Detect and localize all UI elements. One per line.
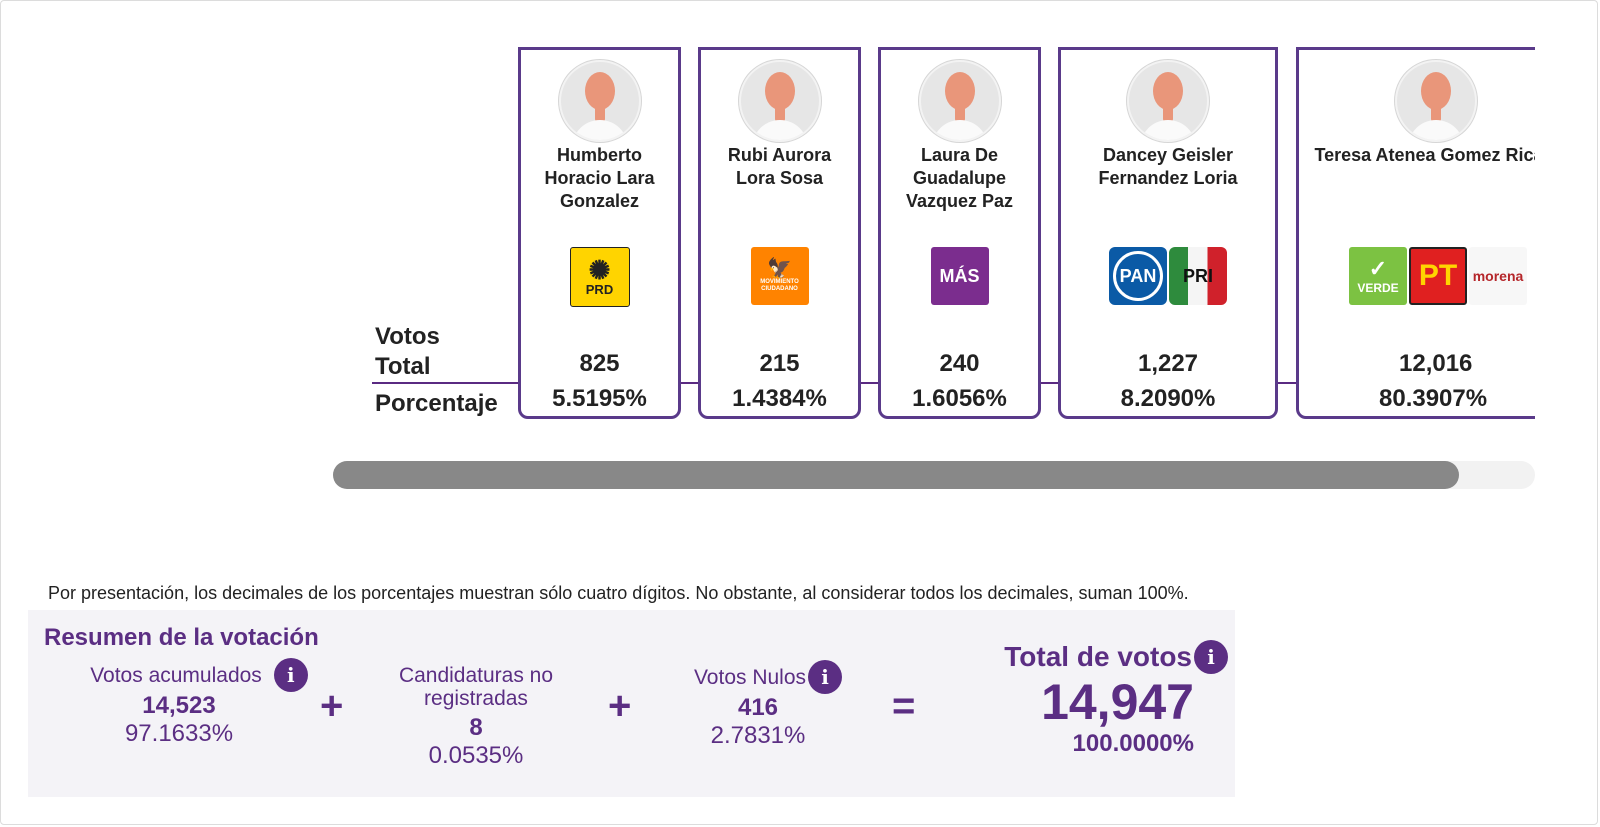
candidate-percentage: 1.4384% (732, 385, 827, 412)
candidate-card: Teresa Atenea Gomez Ricalde ✓ VERDE PT m… (1296, 47, 1570, 419)
votos-nulos-label: Votos Nulos (693, 665, 807, 689)
avatar-placeholder-icon (1127, 60, 1209, 142)
morena-logo-icon: morena (1469, 247, 1527, 305)
votos-nulos-block: Votos Nulos i 416 2.7831% (678, 660, 858, 750)
candidaturas-no-registradas-value: 8 (469, 714, 483, 741)
summary-title: Resumen de la votación (44, 624, 319, 651)
movimiento-ciudadano-logo-icon: 🦅 MOVIMIENTO CIUDADANO (750, 247, 809, 305)
pri-logo-icon: PRI (1169, 247, 1227, 305)
candidate-total-votes: 240 (939, 350, 980, 377)
pt-logo-icon: PT (1409, 247, 1467, 305)
total-de-votos-label: Total de votos (1004, 641, 1192, 672)
mas-logo-icon: MÁS (930, 247, 989, 305)
total-de-votos-pct: 100.0000% (1072, 730, 1194, 757)
candidate-percentage: 8.2090% (1120, 385, 1216, 412)
party-logos: ✓ VERDE PT morena (1349, 247, 1563, 305)
horizontal-scrollbar-thumb[interactable] (333, 461, 1459, 489)
candidaturas-no-registradas-block: Candidaturas no registradas 8 0.0535% (386, 664, 566, 770)
percentage-footnote: Por presentación, los decimales de los p… (48, 583, 1189, 603)
candidate-percentage: 80.3907% (1379, 385, 1488, 412)
info-icon[interactable]: i (1194, 640, 1228, 674)
vote-summary-panel: Resumen de la votación Votos acumulados … (28, 610, 1235, 797)
avatar-placeholder-icon (1395, 60, 1477, 142)
candidaturas-no-registradas-label: Candidaturas no registradas (398, 664, 554, 710)
votos-acumulados-pct: 97.1633% (124, 720, 234, 747)
candidate-percentage: 1.6056% (912, 385, 1007, 412)
info-icon[interactable]: i (808, 660, 843, 694)
candidate-card: Laura De Guadalupe Vazquez Paz MÁS 240 1… (878, 47, 1041, 419)
candidate-total-votes: 825 (579, 350, 620, 377)
party-logos: ✺ PRD (521, 247, 678, 307)
votos-nulos-value: 416 (737, 694, 779, 721)
row-label-porcentaje: Porcentaje (375, 390, 498, 417)
avatar-placeholder-icon (918, 60, 1001, 142)
candidate-total-votes: 1,227 (1137, 350, 1199, 377)
table-clip-edge (1535, 40, 1597, 440)
candidaturas-no-registradas-pct: 0.0535% (428, 742, 524, 769)
info-icon[interactable]: i (273, 658, 308, 692)
verde-logo-icon: ✓ VERDE (1349, 247, 1407, 305)
candidate-name: Laura De Guadalupe Vazquez Paz (905, 145, 1014, 211)
votos-acumulados-value: 14,523 (142, 692, 216, 719)
pan-logo-icon: PAN (1109, 247, 1167, 305)
candidate-name: Dancey Geisler Fernandez Loria (1098, 145, 1238, 188)
votos-nulos-pct: 2.7831% (710, 722, 806, 749)
plus-operator: + (320, 684, 344, 728)
candidate-name: Humberto Horacio Lara Gonzalez (544, 145, 655, 211)
total-de-votos-block: Total de votos i 14,947 100.0000% (948, 640, 1228, 758)
candidate-card: Rubi Aurora Lora Sosa 🦅 MOVIMIENTO CIUDA… (698, 47, 861, 419)
avatar-placeholder-icon (558, 60, 641, 142)
candidate-total-votes: 215 (759, 350, 800, 377)
party-logos: PAN PRI (1061, 247, 1275, 305)
total-de-votos-value: 14,947 (1041, 674, 1194, 730)
candidate-card: Dancey Geisler Fernandez Loria PAN PRI 1… (1058, 47, 1278, 419)
candidate-total-votes: 12,016 (1399, 350, 1473, 377)
row-label-votos-total: Votos Total (375, 323, 440, 380)
candidate-name: Teresa Atenea Gomez Ricalde (1314, 145, 1570, 165)
plus-operator: + (608, 684, 632, 728)
prd-logo-icon: ✺ PRD (569, 247, 630, 307)
votos-acumulados-block: Votos acumulados i 14,523 97.1633% (74, 658, 324, 748)
equals-operator: = (892, 684, 916, 728)
candidate-name: Rubi Aurora Lora Sosa (727, 145, 832, 188)
party-logos: MÁS (881, 247, 1038, 305)
avatar-placeholder-icon (738, 60, 821, 142)
party-logos: 🦅 MOVIMIENTO CIUDADANO (701, 247, 858, 305)
candidate-card: Humberto Horacio Lara Gonzalez ✺ PRD 825… (518, 47, 681, 419)
candidate-percentage: 5.5195% (552, 385, 647, 412)
votos-acumulados-label: Votos acumulados (90, 663, 262, 687)
